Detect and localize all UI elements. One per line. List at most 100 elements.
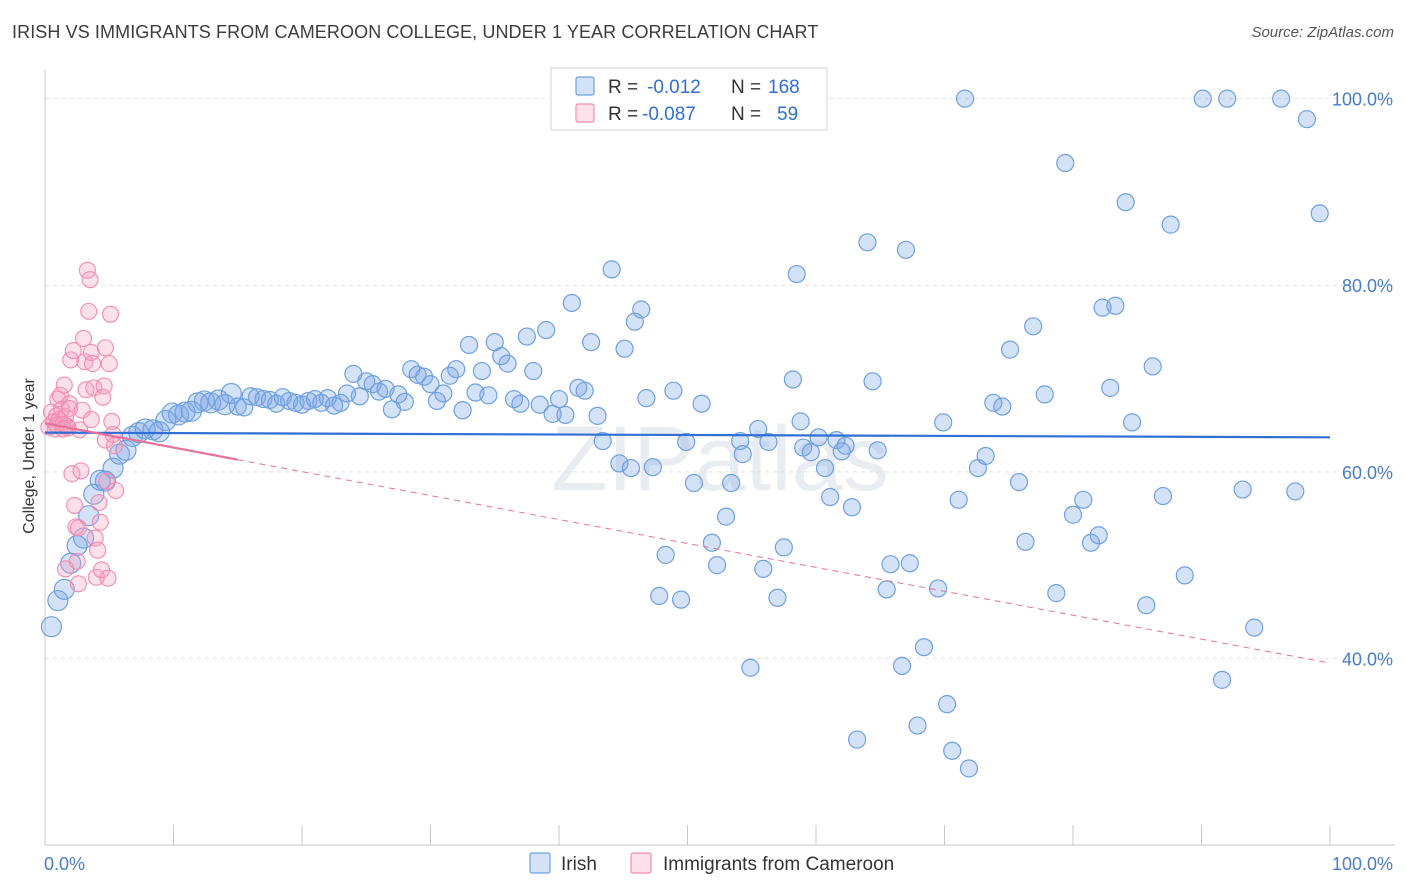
irish-point (1153, 486, 1173, 506)
irish-point (716, 507, 736, 526)
irish-point (414, 367, 434, 386)
irish-point (801, 443, 820, 462)
cameroon-point (72, 462, 90, 480)
legend-n-value: 168 (768, 77, 800, 98)
irish-point (479, 386, 498, 405)
irish-point (632, 300, 651, 319)
irish-point (459, 335, 479, 355)
irish-point (684, 473, 704, 493)
irish-point (556, 405, 575, 425)
irish-point (1193, 89, 1212, 108)
irish-point (848, 730, 867, 749)
irish-point (815, 458, 835, 478)
x-tick-label: 100.0% (1332, 854, 1393, 874)
cameroon-point (75, 329, 93, 347)
irish-point (108, 443, 131, 465)
irish-point (530, 395, 549, 414)
trend-lines (44, 422, 1331, 664)
cameroon-point (82, 411, 100, 429)
bottom-legend-swatch-cameroon (630, 852, 652, 874)
irish-point (908, 716, 927, 735)
irish-point (53, 578, 75, 600)
irish-point (791, 412, 810, 431)
legend: R = -0.012 N = 168 R = -0.087 N = 59 (550, 67, 828, 131)
irish-point (877, 580, 896, 599)
y-tick-label: 40.0% (1342, 649, 1393, 669)
irish-point (768, 588, 787, 607)
irish-point (1233, 480, 1252, 499)
irish-point (331, 393, 350, 412)
source-label: Source: ZipAtlas.com (1251, 24, 1394, 41)
irish-point (976, 446, 995, 466)
irish-point (984, 393, 1003, 412)
irish-point (863, 372, 882, 391)
irish-point (1101, 378, 1120, 397)
irish-point (421, 375, 440, 394)
irish-point (832, 442, 851, 461)
irish-point (1056, 153, 1075, 173)
legend-swatch-irish (575, 76, 595, 96)
cameroon-points (40, 261, 125, 593)
irish-point (809, 428, 828, 447)
bottom-legend: Irish Immigrants from Cameroon (529, 852, 894, 875)
irish-point (235, 398, 254, 417)
irish-point (934, 413, 953, 432)
irish-point (677, 432, 696, 452)
cameroon-point (69, 575, 87, 593)
cameroon-point (73, 401, 91, 419)
irish-point (1000, 340, 1020, 359)
irish-point (1297, 110, 1316, 129)
legend-r-value: -0.012 (647, 77, 701, 98)
irish-point (440, 366, 459, 385)
irish-point (575, 381, 594, 400)
cameroon-trend-dashed (237, 459, 1331, 664)
irish-point (1081, 533, 1101, 552)
cameroon-point (69, 519, 87, 537)
irish-point (1310, 204, 1329, 223)
irish-point (1063, 505, 1083, 524)
watermark: ZIPatlas (551, 408, 888, 510)
cameroon-point (64, 341, 82, 360)
irish-point (78, 505, 100, 527)
irish-point (749, 419, 768, 439)
irish-point (427, 391, 447, 411)
cameroon-point (90, 494, 108, 512)
irish-point (787, 264, 806, 284)
irish-point (955, 89, 975, 108)
y-tick-label: 80.0% (1342, 276, 1393, 296)
irish-point (892, 656, 912, 675)
y-tick-label: 100.0% (1332, 90, 1393, 110)
irish-point (115, 439, 137, 461)
irish-point (650, 586, 669, 606)
irish-point (754, 559, 773, 578)
irish-point (759, 432, 778, 452)
irish-point (562, 293, 581, 313)
legend-n-label: N = (731, 104, 761, 125)
irish-point (1218, 89, 1237, 108)
cameroon-point (99, 569, 117, 587)
irish-point (1212, 670, 1232, 689)
legend-r-label: R = (608, 104, 638, 125)
legend-swatch-cameroon (575, 103, 595, 123)
irish-point (1074, 490, 1093, 509)
cameroon-point (107, 481, 125, 500)
irish-point (707, 556, 727, 575)
irish-point (610, 454, 629, 473)
bottom-legend-irish: Irish (561, 854, 597, 875)
irish-point (1047, 584, 1066, 603)
irish-point (1143, 357, 1162, 376)
irish-point (615, 339, 634, 358)
irish-point (1024, 317, 1043, 336)
irish-point (858, 233, 877, 252)
irish-point (408, 365, 427, 384)
cameroon-point (89, 541, 107, 559)
cameroon-point (85, 379, 103, 397)
bottom-legend-swatch-irish (529, 852, 551, 874)
y-axis-label: College, Under 1 year (21, 378, 38, 534)
cameroon-point (103, 412, 121, 431)
irish-point (842, 498, 862, 517)
axes (44, 70, 1395, 846)
irish-point (492, 347, 511, 366)
irish-points (40, 89, 1329, 778)
